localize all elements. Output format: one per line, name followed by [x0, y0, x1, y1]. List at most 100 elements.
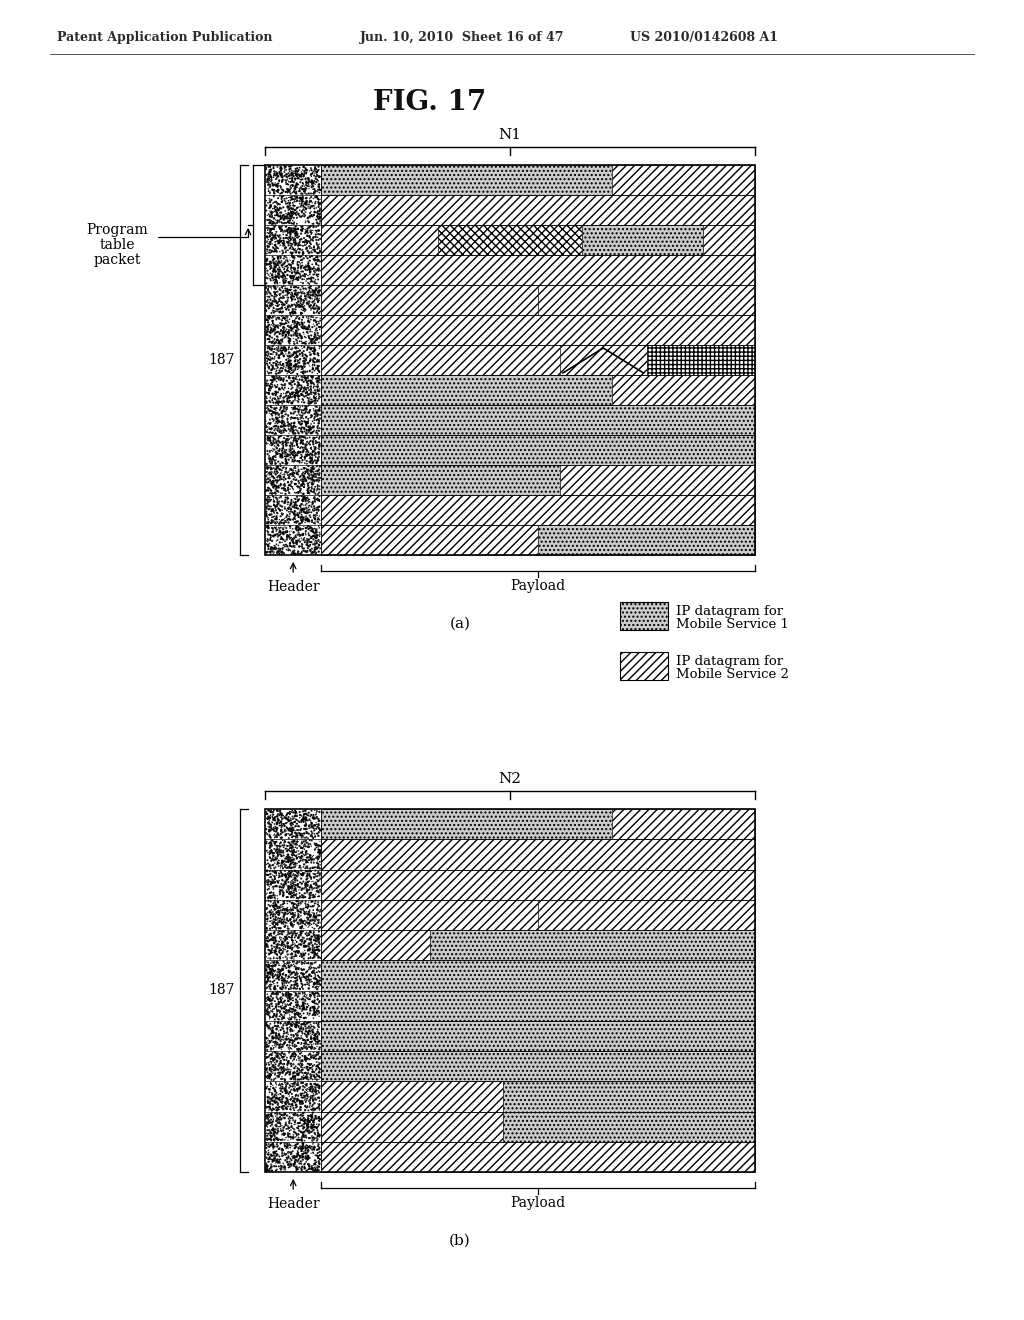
Point	[271, 937, 288, 958]
Point	[268, 478, 285, 499]
Point	[306, 264, 323, 285]
Point	[282, 213, 298, 234]
Point	[297, 1096, 313, 1117]
Point	[272, 1031, 289, 1052]
Point	[281, 1140, 297, 1162]
Point	[262, 470, 279, 491]
Point	[285, 220, 301, 242]
Point	[289, 1057, 305, 1078]
Point	[286, 441, 302, 462]
Point	[264, 1111, 281, 1133]
Point	[287, 350, 303, 371]
Point	[299, 317, 315, 338]
Point	[270, 991, 287, 1012]
Point	[311, 1024, 328, 1045]
Point	[264, 355, 281, 376]
Point	[283, 1028, 299, 1049]
Point	[281, 235, 297, 256]
Point	[258, 1115, 274, 1137]
Point	[275, 407, 292, 428]
Point	[310, 220, 327, 242]
Point	[271, 499, 288, 520]
Point	[281, 983, 297, 1005]
Point	[273, 814, 290, 836]
Point	[298, 962, 314, 983]
Point	[302, 866, 318, 887]
Point	[300, 508, 316, 529]
Point	[310, 876, 327, 898]
Point	[261, 925, 278, 946]
Point	[287, 816, 303, 837]
Point	[262, 524, 279, 545]
Point	[280, 1073, 296, 1094]
Point	[297, 285, 313, 306]
Point	[306, 260, 323, 281]
Point	[278, 249, 294, 271]
Point	[271, 903, 288, 924]
Point	[265, 904, 282, 925]
Point	[279, 1082, 295, 1104]
Point	[268, 507, 285, 528]
Point	[267, 381, 284, 403]
Point	[284, 812, 300, 833]
Point	[289, 841, 305, 862]
Point	[293, 432, 309, 453]
Point	[268, 162, 285, 183]
Point	[284, 1127, 300, 1148]
Point	[296, 1057, 312, 1078]
Point	[278, 825, 294, 846]
Point	[261, 197, 278, 218]
Point	[259, 284, 275, 305]
Point	[264, 473, 281, 494]
Point	[308, 528, 325, 549]
Point	[261, 975, 278, 997]
Point	[281, 218, 297, 239]
Point	[299, 541, 315, 562]
Point	[305, 906, 322, 927]
Point	[298, 434, 314, 455]
Point	[265, 904, 282, 925]
Point	[269, 935, 286, 956]
Point	[297, 1007, 313, 1028]
Point	[269, 1113, 286, 1134]
Point	[287, 257, 303, 279]
Point	[297, 1014, 313, 1035]
Point	[258, 531, 274, 552]
Point	[272, 301, 289, 322]
Point	[309, 1139, 326, 1160]
Point	[299, 1096, 315, 1117]
Point	[288, 970, 304, 991]
Point	[262, 164, 279, 185]
Point	[263, 1059, 280, 1080]
Point	[267, 1059, 284, 1080]
Point	[267, 875, 284, 896]
Point	[263, 1069, 280, 1090]
Point	[297, 523, 313, 544]
Point	[265, 193, 282, 214]
Point	[290, 442, 306, 463]
Point	[276, 308, 293, 329]
Point	[309, 524, 326, 545]
Point	[303, 884, 319, 906]
Point	[294, 873, 310, 894]
Point	[258, 533, 274, 554]
Point	[269, 854, 286, 875]
Point	[278, 469, 294, 490]
Point	[259, 928, 275, 949]
Point	[293, 969, 309, 990]
Point	[259, 294, 275, 315]
Point	[306, 360, 323, 381]
Point	[267, 453, 284, 474]
Point	[275, 186, 292, 207]
Point	[299, 1057, 315, 1078]
Point	[298, 458, 314, 479]
Point	[263, 1134, 280, 1155]
Point	[278, 483, 294, 504]
Point	[281, 213, 297, 234]
Point	[309, 1093, 326, 1114]
Point	[305, 929, 322, 950]
Point	[272, 156, 289, 177]
Point	[268, 363, 285, 384]
Point	[262, 211, 279, 232]
Point	[281, 227, 297, 248]
